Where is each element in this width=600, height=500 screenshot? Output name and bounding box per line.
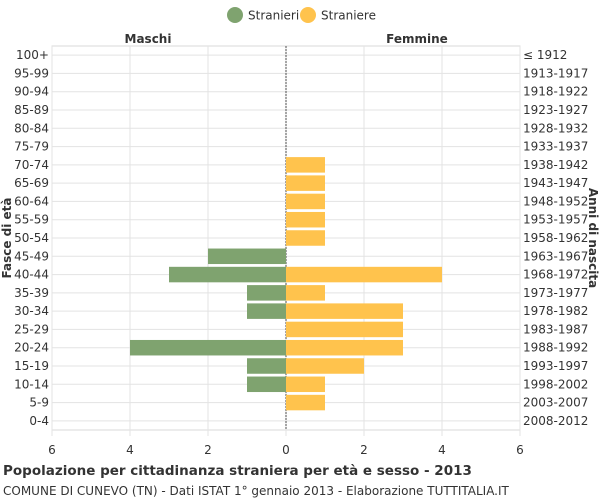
axis-labels: 6 4 2 0 2 4 6 100+ ≤ 1912 95-99 1913-1917 90-94 1918… <box>14 48 588 457</box>
age-group-label: 95-99 <box>14 66 49 80</box>
chart-title: Popolazione per cittadinanza straniera p… <box>3 463 472 479</box>
bar-stranieri-30-34 <box>247 303 286 319</box>
bar-straniere-60-64 <box>286 193 325 210</box>
bar-straniere-15-19 <box>286 358 364 374</box>
birth-years-label: 2008-2012 <box>523 414 588 428</box>
age-group-label: 0-4 <box>29 414 49 428</box>
age-group-label: 65-69 <box>14 176 49 190</box>
bar-straniere-35-39 <box>286 285 325 301</box>
x-tick-label: 6 <box>516 443 524 457</box>
bar-straniere-50-54 <box>286 230 325 246</box>
age-group-label: 35-39 <box>14 286 49 300</box>
birth-years-label: ≤ 1912 <box>523 48 567 62</box>
age-group-label: 40-44 <box>14 268 49 282</box>
birth-years-label: 1928-1932 <box>523 121 588 135</box>
birth-years-label: 1993-1997 <box>523 359 588 373</box>
birth-years-label: 1963-1967 <box>523 249 588 263</box>
age-group-label: 60-64 <box>14 194 49 208</box>
age-group-label: 15-19 <box>14 359 49 373</box>
birth-years-label: 1918-1922 <box>523 85 588 99</box>
bar-straniere-30-34 <box>286 303 403 319</box>
bar-stranieri-45-49 <box>208 248 286 265</box>
age-group-label: 20-24 <box>14 341 49 355</box>
header-femmine: Femmine <box>386 32 448 46</box>
bar-stranieri-40-44 <box>169 266 286 283</box>
x-tick-label: 0 <box>282 443 290 457</box>
x-tick-label: 4 <box>438 443 446 457</box>
birth-years-label: 1933-1937 <box>523 140 588 154</box>
chart-subtitle: COMUNE DI CUNEVO (TN) - Dati ISTAT 1° ge… <box>3 484 509 498</box>
bar-straniere-65-69 <box>286 175 325 191</box>
bar-straniere-55-59 <box>286 211 325 228</box>
bar-stranieri-35-39 <box>247 285 286 301</box>
x-tick-label: 2 <box>204 443 212 457</box>
bar-straniere-40-44 <box>286 266 442 283</box>
header-maschi: Maschi <box>125 32 172 46</box>
legend: Stranieri Straniere <box>227 7 376 23</box>
birth-years-label: 1998-2002 <box>523 377 588 391</box>
birth-years-label: 1958-1962 <box>523 231 588 245</box>
y-axis-label-right: Anni di nascita <box>586 188 600 288</box>
birth-years-label: 1968-1972 <box>523 268 588 282</box>
age-group-label: 90-94 <box>14 85 49 99</box>
bar-straniere-5-9 <box>286 394 325 411</box>
age-group-label: 10-14 <box>14 377 49 391</box>
bars <box>130 157 442 411</box>
birth-years-label: 1973-1977 <box>523 286 588 300</box>
bar-straniere-25-29 <box>286 321 403 338</box>
x-tick-label: 4 <box>126 443 134 457</box>
bar-stranieri-10-14 <box>247 376 286 393</box>
birth-years-label: 1983-1987 <box>523 322 588 336</box>
birth-years-label: 1953-1957 <box>523 213 588 227</box>
age-group-label: 25-29 <box>14 322 49 336</box>
bar-stranieri-20-24 <box>130 339 286 356</box>
age-group-label: 70-74 <box>14 158 49 172</box>
legend-swatch-straniere <box>300 7 316 23</box>
age-group-label: 50-54 <box>14 231 49 245</box>
x-tick-label: 2 <box>360 443 368 457</box>
birth-years-label: 1923-1927 <box>523 103 588 117</box>
birth-years-label: 1978-1982 <box>523 304 588 318</box>
bar-stranieri-15-19 <box>247 358 286 374</box>
age-group-label: 100+ <box>16 48 49 62</box>
birth-years-label: 1988-1992 <box>523 341 588 355</box>
legend-label-stranieri: Stranieri <box>248 9 299 23</box>
birth-years-label: 2003-2007 <box>523 396 588 410</box>
age-group-label: 80-84 <box>14 121 49 135</box>
x-tick-label: 6 <box>48 443 56 457</box>
birth-years-label: 1938-1942 <box>523 158 588 172</box>
legend-swatch-stranieri <box>227 7 243 23</box>
age-group-label: 85-89 <box>14 103 49 117</box>
bar-straniere-70-74 <box>286 157 325 173</box>
birth-years-label: 1913-1917 <box>523 66 588 80</box>
age-group-label: 5-9 <box>29 396 49 410</box>
age-group-label: 30-34 <box>14 304 49 318</box>
y-axis-label-left: Fasce di età <box>0 197 14 278</box>
age-group-label: 55-59 <box>14 213 49 227</box>
bar-straniere-20-24 <box>286 339 403 356</box>
birth-years-label: 1948-1952 <box>523 194 588 208</box>
age-group-label: 75-79 <box>14 140 49 154</box>
age-group-label: 45-49 <box>14 249 49 263</box>
bar-straniere-10-14 <box>286 376 325 393</box>
population-pyramid-chart: 6 4 2 0 2 4 6 100+ ≤ 1912 95-99 1913-1917 90-94 1918… <box>0 7 600 457</box>
birth-years-label: 1943-1947 <box>523 176 588 190</box>
legend-label-straniere: Straniere <box>321 9 376 23</box>
